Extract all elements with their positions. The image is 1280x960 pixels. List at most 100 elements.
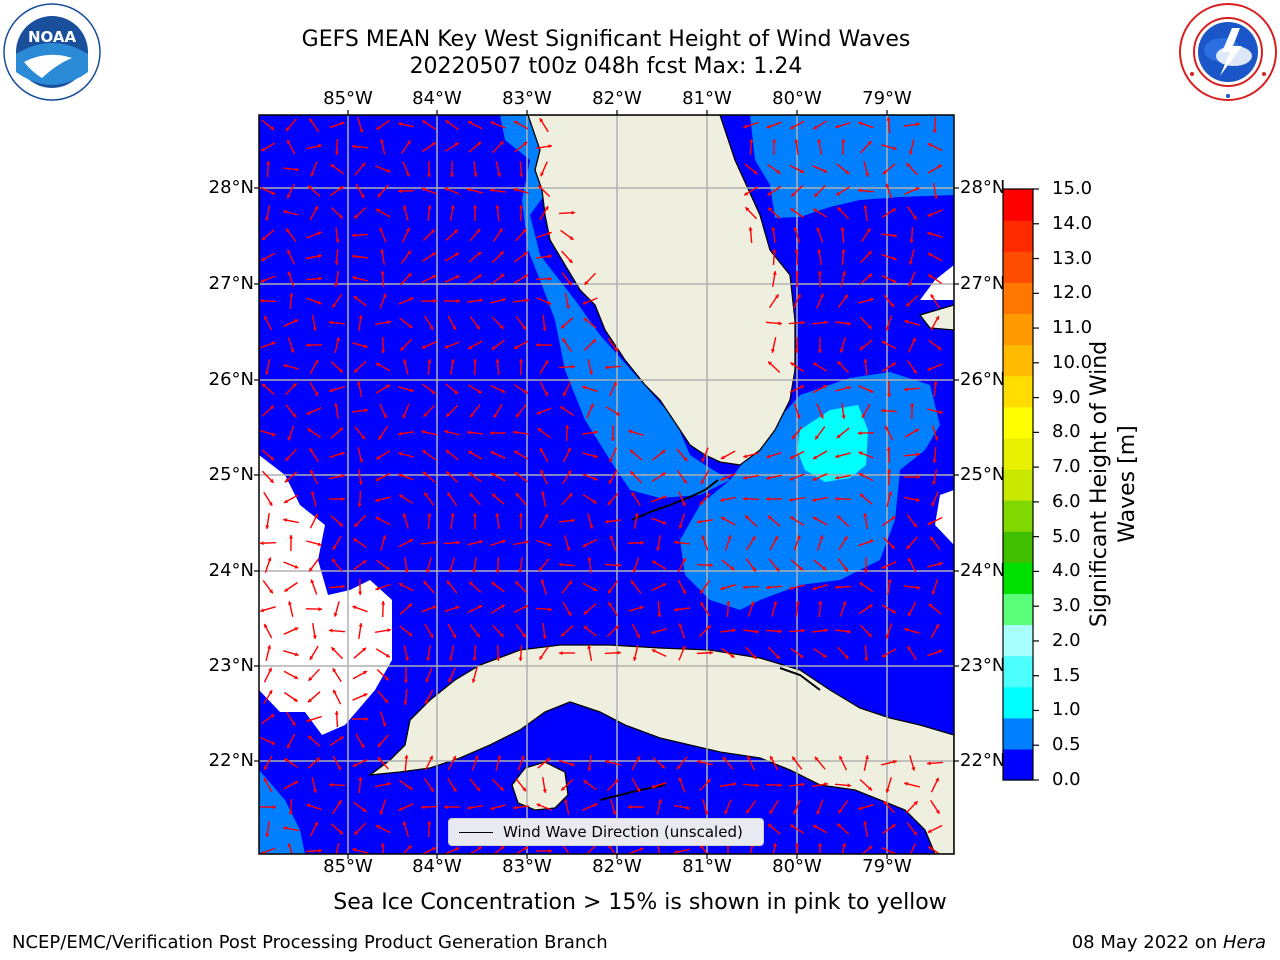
wind-arrow-head: [283, 363, 288, 368]
wind-arrow-head: [264, 315, 268, 320]
wind-arrow-head: [285, 456, 290, 461]
wind-arrow-head: [272, 805, 276, 810]
wind-arrow-head: [928, 603, 933, 608]
wind-arrow-head: [858, 451, 863, 456]
wind-arrow-head: [493, 413, 498, 418]
wind-arrow-head: [363, 693, 368, 698]
wind-arrow-head: [357, 503, 362, 507]
wind-arrow-head: [354, 214, 359, 219]
wind-arrow-head: [423, 471, 427, 476]
wind-arrow-head: [477, 846, 482, 851]
wind-arrow-head: [592, 499, 597, 504]
wind-arrow-head: [614, 347, 618, 352]
wind-arrow-head: [935, 777, 939, 782]
wind-arrow-head: [431, 390, 436, 394]
wind-arrow-head: [361, 162, 366, 167]
wind-arrow-head: [612, 810, 617, 815]
wind-arrow-head: [496, 657, 501, 661]
wind-arrow-head: [402, 414, 407, 419]
wind-arrow-head: [678, 623, 683, 628]
wind-arrow-head: [819, 293, 824, 298]
land-cuba: [367, 644, 954, 854]
wind-arrow-head: [657, 613, 662, 617]
wind-arrow-head: [364, 717, 368, 722]
wind-arrow-head: [583, 610, 588, 615]
wind-arrow-head: [770, 755, 774, 760]
wind-arrow-head: [514, 121, 518, 125]
wind-arrow-head: [814, 756, 819, 761]
wind-arrow-head: [593, 587, 597, 591]
wind-arrow-head: [269, 589, 273, 594]
colorbar-swatch: [1003, 375, 1033, 408]
wind-arrow-head: [314, 360, 318, 364]
wind-arrow-head: [445, 450, 450, 454]
wind-arrow-head: [376, 363, 380, 367]
wind-arrow-head: [928, 274, 933, 279]
wind-arrow-head: [629, 449, 634, 454]
wind-arrow-head: [542, 327, 547, 331]
wind-arrow-head: [789, 455, 794, 459]
wind-arrow-head: [724, 810, 729, 815]
wind-arrow-head: [743, 454, 748, 459]
wind-arrow-head: [332, 545, 337, 550]
wind-arrow-head: [639, 605, 644, 610]
wind-arrow-head: [513, 430, 517, 435]
wind-arrow-head: [868, 273, 873, 278]
wind-arrow-head: [732, 782, 736, 787]
wind-arrow-head: [444, 187, 449, 192]
wind-arrow-head: [310, 579, 315, 584]
wind-arrow-head: [385, 384, 390, 389]
lon-label-bottom: 81°W: [682, 856, 732, 877]
wind-arrow-head: [568, 259, 573, 263]
wind-arrow-head: [790, 516, 795, 521]
wind-arrow-head: [837, 823, 842, 828]
wind-arrow-head: [362, 647, 366, 652]
wind-arrow-head: [793, 227, 798, 232]
wind-arrow-head: [587, 767, 592, 771]
wind-arrow-head: [771, 349, 775, 353]
wind-arrow-head: [674, 849, 678, 854]
wind-arrow-head: [495, 513, 500, 517]
wind-arrow-head: [766, 585, 770, 590]
noaa-logo-text: NOAA: [28, 28, 77, 46]
wind-arrow-head: [477, 389, 482, 394]
wind-arrow-head: [472, 569, 477, 573]
wind-arrow-head: [332, 303, 337, 308]
colorbar-tick-label: 15.0: [1052, 178, 1093, 199]
wind-arrow-head: [476, 325, 480, 330]
wind-arrow-head: [376, 209, 380, 213]
wind-arrow-head: [887, 469, 892, 473]
wind-arrow-head: [384, 699, 389, 704]
wind-arrow-head: [720, 476, 725, 481]
wind-arrow-head: [752, 655, 757, 659]
wind-arrow-head: [268, 667, 272, 672]
wind-arrow-head: [812, 497, 816, 502]
wind-arrow-head: [379, 227, 384, 232]
wave-field-mid-sw: [259, 770, 305, 854]
wind-arrow-head: [908, 612, 912, 617]
wind-arrow-head: [536, 803, 541, 808]
wind-arrow-head: [268, 501, 273, 506]
wind-arrow-head: [260, 608, 265, 613]
wind-arrow-head: [381, 601, 386, 605]
wind-arrow-head: [289, 293, 294, 297]
wind-arrow-head: [476, 228, 481, 233]
wind-arrow-head: [701, 480, 705, 484]
lon-label-top: 84°W: [412, 88, 462, 109]
wind-arrow-head: [523, 389, 528, 394]
wind-arrow-head: [283, 209, 288, 214]
wind-arrow-head: [334, 151, 339, 155]
wind-arrow-head: [774, 294, 779, 299]
wind-arrow-head: [937, 164, 942, 169]
wind-arrow-head: [429, 787, 434, 792]
wind-arrow-head: [913, 215, 917, 220]
wind-arrow-head: [863, 359, 868, 363]
wind-arrow-head: [755, 629, 759, 634]
wind-arrow-head: [386, 168, 391, 173]
wind-arrow-head: [425, 700, 429, 705]
wind-arrow-head: [265, 833, 270, 837]
wind-arrow-head: [883, 801, 888, 805]
wind-arrow-head: [868, 786, 872, 791]
wind-arrow-head: [294, 564, 299, 569]
wind-arrow-head: [402, 359, 407, 364]
